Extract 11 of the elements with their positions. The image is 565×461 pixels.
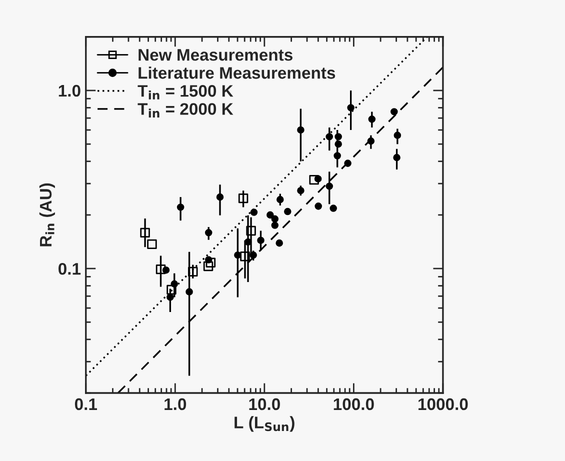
x-tick-label: 1000.0 xyxy=(418,398,468,410)
legend-label: T$_{in}$ = 1500 K xyxy=(138,85,234,100)
x-tick-label: 100.0 xyxy=(334,398,374,410)
x-tick-label: 1.0 xyxy=(164,398,186,410)
legend-label: Literature Measurements xyxy=(138,66,336,79)
x-tick-label: 10.0 xyxy=(249,398,280,410)
legend-label: New Measurements xyxy=(138,49,292,61)
legend-label: T$_{in}$ = 2000 K xyxy=(138,103,234,118)
x-tick-label: 0.1 xyxy=(74,398,97,410)
x-axis-title: L (L$_{Sun}$) xyxy=(234,416,294,432)
y-axis-title: R$_{in}$ (AU) xyxy=(39,183,55,246)
